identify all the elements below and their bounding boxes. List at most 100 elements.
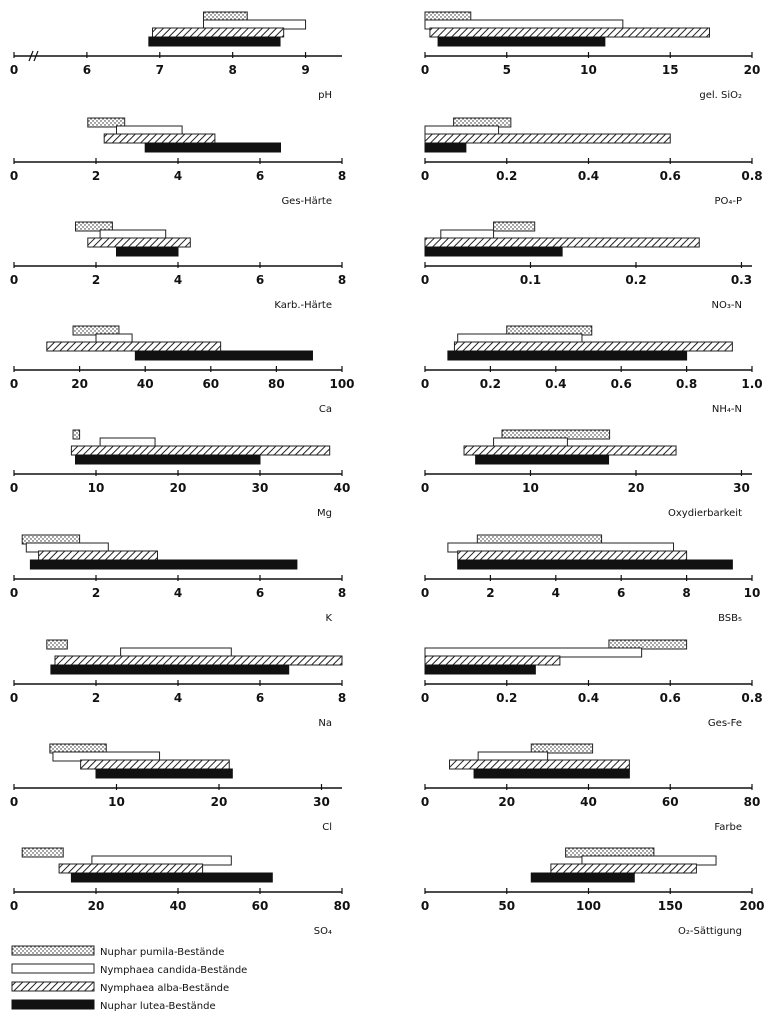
x-axis-label: Mg [317,508,332,519]
x-tick-label: 0 [10,795,18,809]
x-tick-label: 0 [421,169,429,183]
x-tick-label: 20 [88,899,105,913]
bar-alba [151,27,285,38]
x-tick-label: 0 [10,586,18,600]
x-tick-label: 20 [628,481,645,495]
x-tick-label: 0.4 [545,377,566,391]
bar-lutea [475,454,610,465]
chart-panel: 0 0.2 0.4 0.6 0.8 PO₄-P [421,117,763,207]
x-tick-label: 0 [10,899,18,913]
x-tick-label: 4 [174,273,182,287]
chart-panel: 0 0.2 0.4 0.6 0.8 1.0 NH₄-N [421,325,763,415]
chart-panel: 0 2 4 6 8 Karb.-Härte [10,221,346,311]
bar-alba [87,237,191,248]
chart-panel: 0 0.2 0.4 0.6 0.8 Ges-Fe [421,639,763,729]
bar-alba [38,550,158,561]
x-tick-label: 0.6 [660,691,681,705]
bar-lutea [424,664,536,675]
x-tick-label: 0 [421,63,429,77]
legend-label-lutea: Nuphar lutea-Bestände [100,1001,216,1012]
x-tick-label: 30 [733,481,750,495]
bar-alba [463,445,677,456]
x-tick-label: 8 [338,273,346,287]
chart-panel: 0 5 10 15 20 gel. SiO₂ [421,11,761,101]
x-tick-label: 0.2 [496,691,517,705]
x-tick-label: 20 [744,63,761,77]
x-axis-label: Farbe [714,822,742,833]
bar-pumila [530,743,594,754]
x-tick-label: 0 [421,377,429,391]
x-tick-label: 8 [338,691,346,705]
x-tick-label: 2 [92,691,100,705]
x-tick-label: 30 [313,795,330,809]
legend-label-candida: Nymphaea candida-Bestände [100,965,247,976]
x-tick-label: 8 [682,586,690,600]
x-axis-label: Karb.-Härte [274,300,332,311]
axis-break-mark [33,50,39,62]
bar-pumila [493,221,536,232]
x-tick-label: 0 [421,481,429,495]
x-tick-label: 7 [156,63,164,77]
bar-lutea [424,142,467,153]
bar-lutea [473,768,630,779]
x-axis-label: NH₄-N [712,404,742,415]
x-axis-label: Na [318,718,332,729]
x-tick-label: 4 [552,586,560,600]
legend-swatch-pumila [11,945,95,956]
bar-alba [550,863,697,874]
bar-lutea [95,768,233,779]
x-tick-label: 6 [256,691,264,705]
x-tick-label: 60 [662,795,679,809]
x-tick-label: 40 [137,377,154,391]
x-axis-label: Ges-Härte [281,196,332,207]
legend-label-pumila: Nuphar pumila-Bestände [100,947,224,958]
bar-alba [429,27,710,38]
x-tick-label: 5 [503,63,511,77]
x-tick-label: 0 [10,481,18,495]
x-tick-label: 40 [170,899,187,913]
legend-swatch-candida [11,963,95,974]
bar-alba [103,133,216,144]
x-tick-label: 10 [522,481,539,495]
bar-lutea [75,454,261,465]
x-tick-label: 4 [174,691,182,705]
x-axis-label: NO₃-N [712,300,742,311]
x-axis-label: K [325,613,332,624]
bar-alba [46,341,222,352]
x-tick-label: 100 [576,899,601,913]
bar-alba [449,759,630,770]
x-tick-label: 0 [421,691,429,705]
x-tick-label: 4 [174,586,182,600]
x-tick-label: 8 [228,63,236,77]
x-axis-label: Ca [319,404,332,415]
x-axis-label: SO₄ [314,926,332,937]
x-tick-label: 20 [170,481,187,495]
chart-panel: 0 20 40 60 80 SO₄ [10,847,350,937]
x-axis-label: Cl [322,822,332,833]
chart-panel: 0 0.1 0.2 0.3 NO₃-N [421,221,752,311]
x-tick-label: 2 [486,586,494,600]
x-tick-label: 0 [10,169,18,183]
bar-pumila [87,117,126,128]
legend-swatch-alba [11,981,95,992]
x-tick-label: 0 [421,899,429,913]
x-tick-label: 1.0 [741,377,762,391]
x-tick-label: 80 [744,795,761,809]
bar-lutea [29,559,298,570]
bar-pumila [72,429,81,440]
x-tick-label: 8 [338,586,346,600]
x-tick-label: 15 [662,63,679,77]
bar-pumila [608,639,688,650]
x-tick-label: 0 [421,273,429,287]
x-tick-label: 40 [580,795,597,809]
x-tick-label: 60 [202,377,219,391]
x-tick-label: 10 [580,63,597,77]
chart-panel: 0 10 20 30 Oxydierbarkeit [421,429,752,519]
chart-panel: 0 10 20 30 40 Mg [10,429,350,519]
bar-alba [457,550,688,561]
x-tick-label: 100 [329,377,354,391]
x-tick-label: 2 [92,586,100,600]
x-tick-label: 0.8 [676,377,697,391]
chart-panel: 0 20 40 60 80 Farbe [421,743,761,833]
